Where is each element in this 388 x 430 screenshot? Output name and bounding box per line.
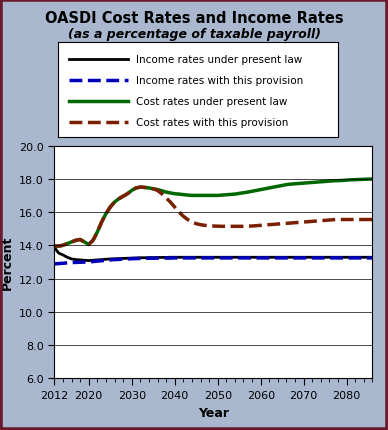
Text: Cost rates under present law: Cost rates under present law — [137, 97, 288, 107]
Text: (as a percentage of taxable payroll): (as a percentage of taxable payroll) — [68, 28, 320, 41]
Text: Income rates under present law: Income rates under present law — [137, 55, 303, 65]
Text: OASDI Cost Rates and Income Rates: OASDI Cost Rates and Income Rates — [45, 11, 343, 26]
Text: Cost rates with this provision: Cost rates with this provision — [137, 117, 289, 127]
Y-axis label: Percent: Percent — [1, 235, 14, 289]
Text: Income rates with this provision: Income rates with this provision — [137, 76, 304, 86]
X-axis label: Year: Year — [198, 405, 229, 419]
